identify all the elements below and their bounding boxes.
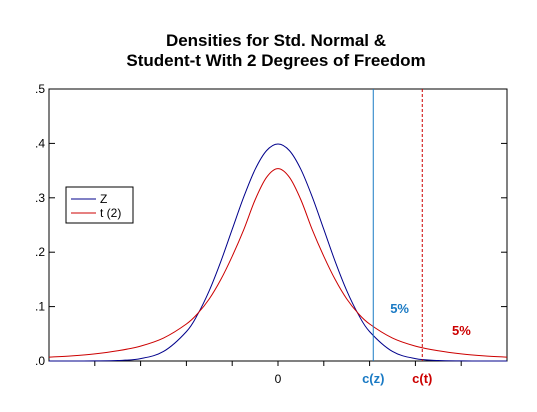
critical-label-ct: c(t) <box>412 371 432 386</box>
chart-title-line2: Student-t With 2 Degrees of Freedom <box>126 51 425 70</box>
series-line-t2 <box>48 168 508 358</box>
tail-pct-label-ct: 5% <box>452 323 471 338</box>
y-tick-label: .5 <box>35 82 45 96</box>
series-line-z <box>48 143 508 362</box>
y-tick-label: .3 <box>35 191 45 205</box>
critical-value-layer: c(z) 5% c(t) 5% <box>362 89 471 386</box>
critical-label-cz: c(z) <box>362 371 384 386</box>
legend-box <box>65 186 134 224</box>
legend-label-z: Z <box>100 192 107 206</box>
x-tick-label: 0 <box>275 372 282 386</box>
series-layer <box>48 143 508 362</box>
chart-title-line1: Densities for Std. Normal & <box>166 31 386 50</box>
x-axis: 0 <box>94 361 462 386</box>
legend-label-t: t (2) <box>100 206 121 220</box>
legend: Z t (2) <box>65 186 134 224</box>
y-tick-label: .1 <box>35 300 45 314</box>
tail-pct-label-cz: 5% <box>390 301 409 316</box>
y-axis: .0 .1 .2 .3 .4 .5 <box>35 82 507 368</box>
plot-frame <box>48 88 508 362</box>
y-tick-label: .0 <box>35 354 45 368</box>
y-tick-label: .2 <box>35 245 45 259</box>
y-tick-label: .4 <box>35 136 45 150</box>
